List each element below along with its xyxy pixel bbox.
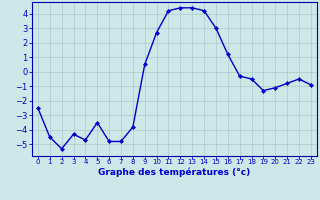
- X-axis label: Graphe des températures (°c): Graphe des températures (°c): [98, 168, 251, 177]
